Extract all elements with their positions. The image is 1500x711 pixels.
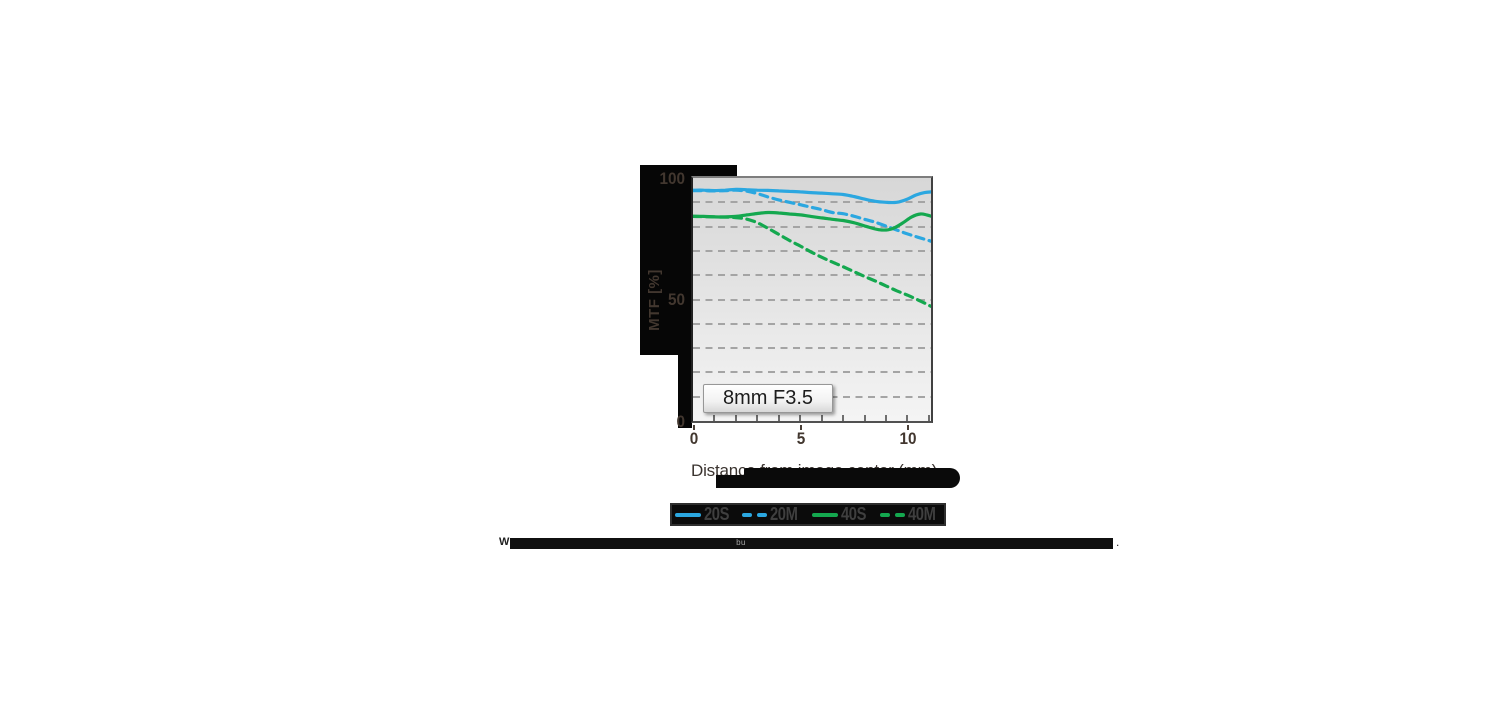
x-minor-tick: [777, 415, 780, 421]
legend-item-20S: 20S: [674, 504, 735, 525]
curve-40S: [693, 210, 931, 232]
x-axis-title-overlay-blob: [744, 468, 960, 488]
x-minor-tick: [734, 415, 737, 421]
x-tick-label: 0: [689, 429, 699, 448]
legend-bar: 20S 20M 40S 40M: [670, 503, 946, 526]
curve-20M: [693, 188, 931, 243]
y-tick-label: 0: [676, 411, 685, 431]
x-axis-ticks: [693, 425, 932, 430]
legend-label: 40S: [841, 504, 867, 524]
footnote-marker-glyph: bu: [736, 539, 746, 548]
gridline: [693, 225, 931, 228]
x-minor-tick: [906, 415, 909, 421]
legend-item-40S: 40S: [812, 504, 872, 525]
footnote-trailing-text: .: [1116, 535, 1120, 549]
mtf-curves-svg: [693, 187, 931, 308]
x-minor-tick: [820, 415, 823, 421]
x-minor-tick: [884, 415, 887, 421]
x-minor-tick: [756, 415, 759, 421]
y-tick-label: 50: [667, 290, 685, 309]
y-axis-title: MTF [%]: [646, 269, 663, 331]
lens-title-badge: 8mm F3.5: [703, 384, 833, 413]
x-minor-tick: [863, 415, 866, 421]
x-axis-tick: [693, 425, 695, 430]
gridline: [693, 201, 931, 204]
x-minor-tick: [799, 415, 802, 421]
dashed-line-swatch: [879, 512, 905, 517]
x-tick-label: 10: [899, 429, 917, 448]
legend-label: 20M: [770, 504, 798, 524]
x-axis-tick: [907, 425, 910, 430]
y-tick-label: 100: [659, 168, 685, 188]
x-axis-title-overlay-blob-small: [716, 475, 748, 488]
x-tick-label: 5: [796, 429, 806, 448]
gridline: [693, 322, 931, 325]
footnote-redacted-bar: [510, 538, 1113, 549]
legend-label: 40M: [907, 504, 936, 524]
x-minor-tick: [927, 415, 930, 421]
x-minor-tick: [842, 415, 845, 421]
legend-label: 20S: [703, 504, 729, 524]
gridline: [693, 347, 931, 350]
dashed-line-swatch: [742, 512, 768, 517]
footnote-leading-text: W: [499, 536, 510, 548]
solid-line-swatch: [812, 512, 838, 517]
legend-item-40M: 40M: [879, 504, 942, 525]
curve-40M: [693, 214, 931, 308]
legend-item-20M: 20M: [742, 504, 804, 525]
x-axis-tick-labels: 0 5 10: [690, 429, 932, 448]
y-axis-tick-labels: 100 50 0: [640, 165, 685, 435]
gridline: [693, 298, 931, 301]
gridline: [693, 274, 931, 277]
x-axis-tick: [800, 425, 803, 430]
black-backdrop-strip: [678, 355, 692, 428]
solid-line-swatch: [674, 512, 701, 517]
x-minor-tick: [713, 415, 716, 421]
gridline: [693, 371, 931, 374]
